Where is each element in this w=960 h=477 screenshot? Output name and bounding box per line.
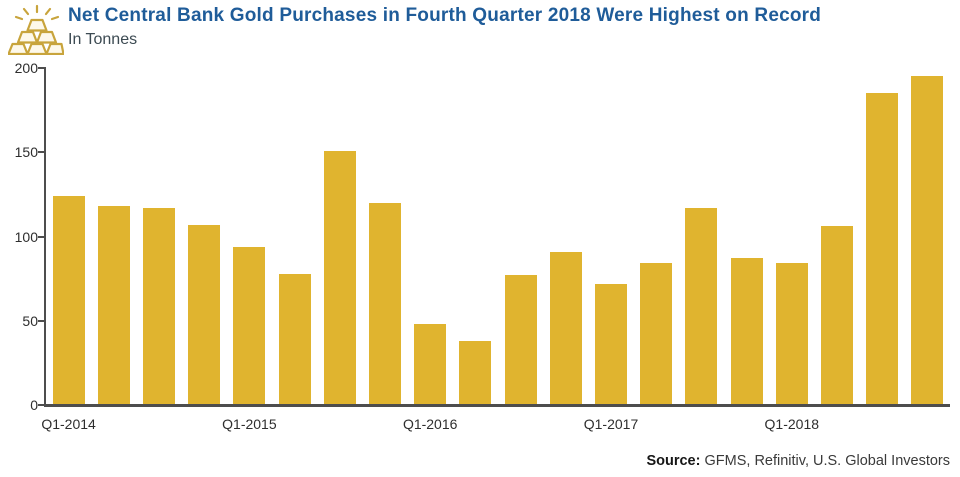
x-tick-label-Q1-2015: Q1-2015 [222,416,277,432]
y-axis-line [44,67,46,407]
source-label: Source: [646,453,701,469]
bar-Q4-2015 [369,202,401,405]
bar-Q3-2018 [866,93,899,405]
source-text: GFMS, Refinitiv, U.S. Global Investors [704,453,951,469]
chart-title: Net Central Bank Gold Purchases in Fourt… [68,5,822,26]
bar-Q3-2014 [143,207,175,405]
ray [44,7,52,16]
y-tick-mark-0 [38,404,45,406]
x-tick-label-Q1-2014: Q1-2014 [41,416,96,432]
x-tick-label-Q1-2016: Q1-2016 [402,416,458,432]
y-tick-mark-50 [38,319,45,322]
ray [22,7,30,16]
gold-bars-icon [8,4,64,55]
bar-Q2-2014 [97,206,130,405]
y-tick-label-0: 0 [30,397,38,413]
y-tick-mark-100 [38,235,45,238]
bar-Q2-2018 [821,226,853,405]
y-tick-mark-200 [38,67,45,69]
x-tick-label-Q1-2018: Q1-2018 [764,416,820,432]
bar-Q3-2015 [323,150,356,405]
y-tick-label-100: 100 [14,228,38,245]
source-line: Source: GFMS, Refinitiv, U.S. Global Inv… [646,453,950,469]
bar-Q4-2016 [549,251,582,405]
x-axis-line [44,404,950,407]
ray [50,15,60,21]
chart-subtitle: In Tonnes [68,31,138,48]
bar-Q4-2017 [730,258,763,405]
y-tick-label-200: 200 [14,60,38,76]
bar-Q4-2018 [911,76,944,405]
bar-Q1-2017 [595,283,627,405]
bar-Q2-2016 [459,340,492,405]
bar-Q2-2017 [640,263,673,405]
bar-Q4-2014 [188,224,221,405]
y-tick-label-50: 50 [22,312,38,329]
x-tick-label-Q1-2017: Q1-2017 [583,416,639,432]
bar-Q1-2016 [414,324,447,405]
bar-Q2-2015 [278,273,311,405]
bar-Q1-2014 [52,196,85,405]
bar-Q3-2016 [504,275,537,405]
y-tick-label-150: 150 [14,144,38,161]
bar-Q1-2015 [233,246,266,405]
bar-Q3-2017 [685,207,718,405]
bar-Q1-2018 [775,263,808,405]
ray [14,15,24,21]
y-tick-mark-150 [38,151,45,154]
